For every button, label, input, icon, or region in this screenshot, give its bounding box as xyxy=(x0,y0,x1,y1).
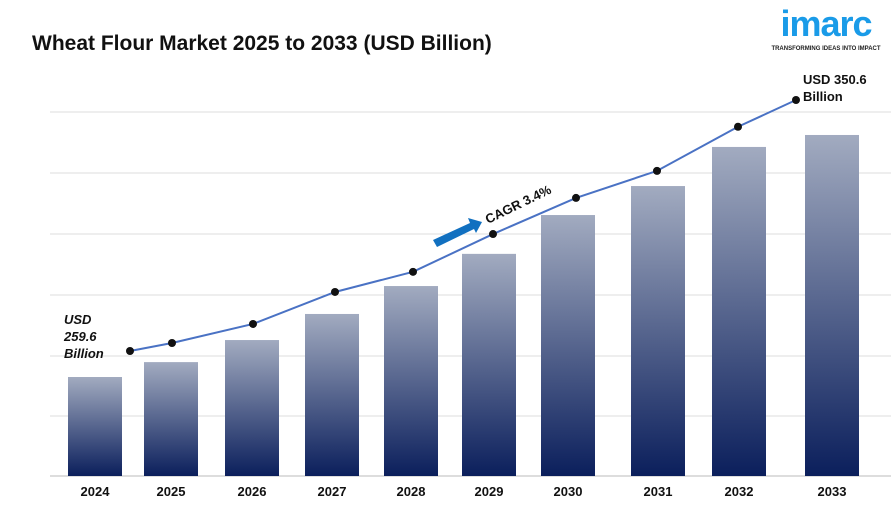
x-tick-label: 2024 xyxy=(81,484,111,499)
trend-point xyxy=(409,267,417,276)
chart-title: Wheat Flour Market 2025 to 2033 (USD Bil… xyxy=(32,32,492,55)
bar-2032 xyxy=(712,146,766,476)
end-label-2: Billion xyxy=(803,89,843,104)
x-tick-label: 2032 xyxy=(725,484,754,499)
start-label-1: USD xyxy=(64,312,92,327)
logo-word: imarc xyxy=(780,3,872,44)
cagr-arrow-icon xyxy=(433,218,482,247)
bar-2030 xyxy=(541,215,595,476)
trend-point xyxy=(734,122,742,131)
x-tick-label: 2030 xyxy=(554,484,583,499)
trend-point xyxy=(331,287,339,296)
trend-point xyxy=(168,339,176,348)
bar-2028 xyxy=(384,286,438,476)
trend-point xyxy=(489,230,497,239)
bar-2027 xyxy=(305,313,359,476)
logo-tagline: TRANSFORMING IDEAS INTO IMPACT xyxy=(771,46,881,53)
x-tick-label: 2033 xyxy=(818,484,847,499)
trend-point xyxy=(653,166,661,175)
x-tick-label: 2025 xyxy=(157,484,186,499)
bar-2024 xyxy=(68,377,122,476)
trend-point xyxy=(572,193,580,202)
trend-point xyxy=(126,347,134,355)
bar-2025 xyxy=(144,362,198,476)
bar-2029 xyxy=(462,253,516,476)
bar-2033 xyxy=(805,134,859,476)
trend-point xyxy=(792,96,800,104)
x-tick-label: 2026 xyxy=(238,484,267,499)
bar-2031 xyxy=(631,186,685,477)
x-tick-label: 2027 xyxy=(318,484,347,499)
imarc-logo: imarc TRANSFORMING IDEAS INTO IMPACT xyxy=(766,2,886,53)
trend-point xyxy=(249,319,257,328)
x-tick-label: 2031 xyxy=(644,484,673,499)
x-tick-label: 2028 xyxy=(397,484,426,499)
start-label-3: Billion xyxy=(64,346,104,361)
start-label-2: 259.6 xyxy=(63,329,97,344)
trend-line xyxy=(129,99,797,352)
bar-2026 xyxy=(225,340,279,476)
x-tick-label: 2029 xyxy=(475,484,504,499)
end-label-1: USD 350.6 xyxy=(803,72,867,87)
